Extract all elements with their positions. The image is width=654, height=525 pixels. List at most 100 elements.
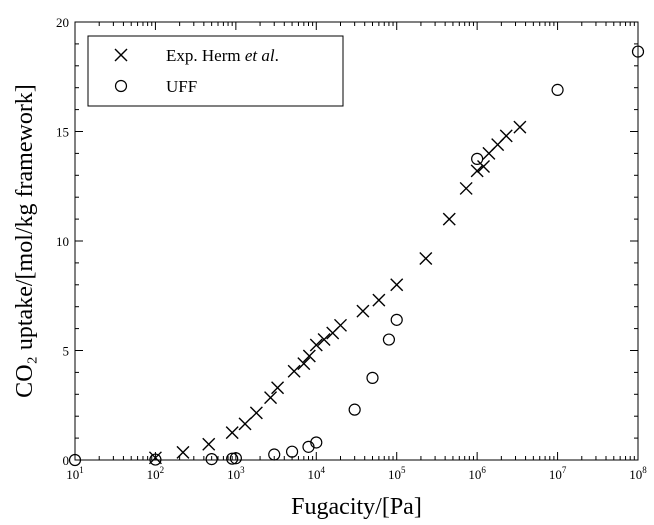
exp-herm-point — [459, 181, 473, 195]
cross-stroke — [264, 391, 278, 405]
exp-herm-point — [287, 364, 301, 378]
cross-stroke — [271, 381, 285, 395]
x-tick-exponent: 3 — [240, 465, 245, 475]
uff-point — [285, 445, 299, 458]
uff-point — [205, 453, 218, 466]
uff-point — [268, 448, 281, 461]
cross-stroke — [499, 129, 513, 143]
uff-point — [348, 403, 361, 416]
x-tick-label: 107 — [549, 465, 567, 482]
data-markers — [68, 45, 645, 467]
exp-herm-point — [499, 129, 513, 143]
cross-stroke — [309, 338, 323, 352]
x-tick-exponent: 1 — [79, 465, 84, 475]
exp-herm-point — [264, 391, 278, 405]
cross-stroke — [302, 349, 316, 363]
x-tick-exponent: 5 — [401, 465, 406, 475]
cross-stroke — [477, 160, 491, 174]
cross-stroke — [459, 181, 473, 195]
x-tick-label: 104 — [308, 465, 326, 482]
x-tick-exponent: 7 — [562, 465, 567, 475]
x-tick-base: 10 — [66, 467, 79, 482]
cross-stroke — [297, 357, 311, 371]
x-tick-label: 105 — [388, 465, 406, 482]
exp-herm-point — [271, 381, 285, 395]
uff-point — [390, 313, 403, 326]
cross-stroke — [334, 318, 347, 332]
y-tick-label: 10 — [56, 234, 69, 249]
x-tick-base: 10 — [147, 467, 160, 482]
uff-point — [631, 45, 645, 58]
y-tick-label: 20 — [56, 15, 69, 30]
legend: Exp. Herm et al. UFF — [87, 35, 344, 107]
cross-stroke — [202, 437, 216, 451]
uff-point — [366, 371, 379, 384]
x-tick-exponent: 2 — [160, 465, 165, 475]
legend-label: Exp. Herm et al. — [166, 46, 279, 65]
cross-stroke — [114, 48, 128, 62]
y-tick-label: 0 — [63, 453, 70, 468]
legend-label: UFF — [166, 77, 197, 96]
x-tick-exponent: 8 — [642, 465, 647, 475]
exp-herm-point — [372, 293, 386, 307]
cross-stroke — [176, 445, 190, 459]
exp-herm-point — [477, 160, 491, 174]
cross-stroke — [470, 164, 484, 178]
legend-marker-exp-herm — [114, 48, 128, 62]
cross-stroke — [148, 451, 162, 465]
exp-herm-point — [249, 406, 263, 420]
x-tick-label: 106 — [468, 465, 486, 482]
uff-point — [471, 152, 484, 165]
x-tick-base: 10 — [388, 467, 401, 482]
uff-point — [68, 453, 82, 467]
cross-stroke — [390, 278, 404, 292]
x-axis-label: Fugacity/[Pa] — [291, 494, 422, 520]
uff-point — [382, 333, 396, 346]
exp-herm-point — [148, 451, 162, 465]
exp-herm-point — [302, 349, 316, 363]
exp-herm-point — [309, 338, 323, 352]
cross-stroke — [372, 293, 386, 307]
x-tick-base: 10 — [227, 467, 240, 482]
exp-herm-point — [442, 212, 456, 226]
x-tick-exponent: 4 — [321, 465, 326, 475]
y-axis-label: CO₂ uptake/[mol/kg framework] — [12, 84, 38, 398]
exp-herm-point — [317, 333, 331, 347]
exp-herm-point — [297, 357, 311, 371]
exp-herm-point — [470, 164, 484, 178]
x-tick-label: 108 — [629, 465, 647, 482]
x-tick-base: 10 — [549, 467, 562, 482]
legend-box — [87, 35, 344, 107]
x-tick-label: 102 — [147, 465, 165, 482]
uff-point — [149, 453, 162, 466]
exp-herm-point — [390, 278, 404, 292]
uff-point — [229, 452, 242, 465]
cross-stroke — [238, 417, 252, 431]
cross-stroke — [442, 212, 456, 226]
x-tick-base: 10 — [308, 467, 321, 482]
x-tick-base: 10 — [629, 467, 642, 482]
uff-point — [310, 436, 323, 449]
exp-herm-point — [225, 426, 239, 440]
exp-herm-point — [334, 318, 347, 332]
x-tick-label: 101 — [66, 465, 84, 482]
x-tick-label: 103 — [227, 465, 245, 482]
cross-stroke — [225, 426, 239, 440]
cross-stroke — [317, 333, 331, 347]
x-tick-exponent: 6 — [481, 465, 486, 475]
y-tick-label: 5 — [63, 344, 70, 359]
uff-point — [551, 83, 564, 96]
uff-point — [226, 452, 239, 465]
cross-stroke — [419, 252, 433, 266]
cross-stroke — [249, 406, 263, 420]
cross-stroke — [287, 364, 301, 378]
cross-stroke — [356, 304, 370, 318]
legend-marker-uff — [114, 79, 128, 93]
x-tick-base: 10 — [468, 467, 481, 482]
exp-herm-point — [419, 252, 433, 266]
exp-herm-point — [176, 445, 190, 459]
exp-herm-point — [356, 304, 370, 318]
cross-stroke — [513, 120, 527, 134]
exp-herm-point — [202, 437, 216, 451]
